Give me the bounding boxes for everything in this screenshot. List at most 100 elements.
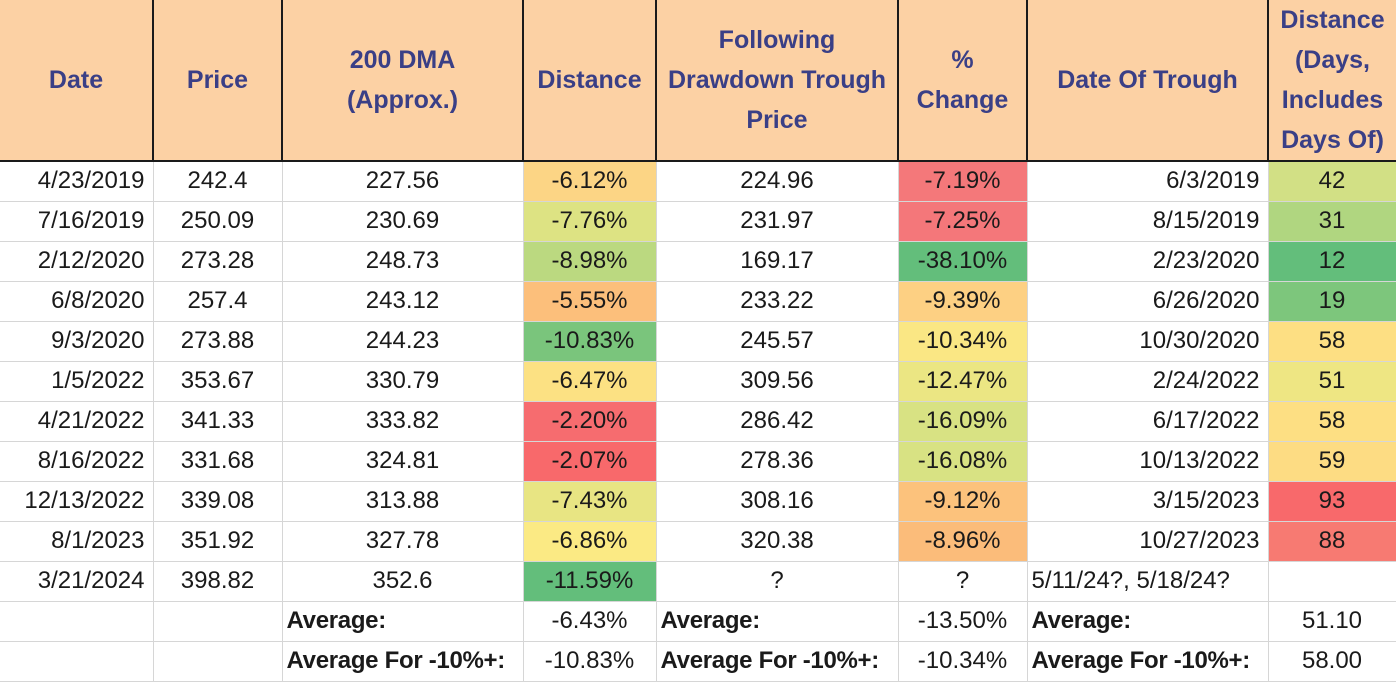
cell-date[interactable]: 12/13/2022 [0,481,153,521]
cell-pct-change[interactable]: -12.47% [898,361,1027,401]
cell-days[interactable]: 42 [1268,161,1396,201]
average-label[interactable]: Average: [656,601,898,641]
header-price[interactable]: Price [153,0,282,161]
header-date[interactable]: Date [0,0,153,161]
header-distance[interactable]: Distance [523,0,656,161]
cell-price[interactable]: 331.68 [153,441,282,481]
cell-dma[interactable]: 230.69 [282,201,523,241]
cell-date[interactable]: 9/3/2020 [0,321,153,361]
average-10-label[interactable]: Average For -10%+: [656,641,898,681]
cell-trough-date[interactable]: 6/3/2019 [1027,161,1268,201]
cell-trough-price[interactable]: 278.36 [656,441,898,481]
cell-dma[interactable]: 244.23 [282,321,523,361]
cell-trough-date[interactable]: 5/11/24?, 5/18/24? [1027,561,1268,601]
average-10-distance[interactable]: -10.83% [523,641,656,681]
cell-trough-date[interactable]: 2/23/2020 [1027,241,1268,281]
cell-trough-date[interactable]: 3/15/2023 [1027,481,1268,521]
cell-pct-change[interactable]: -8.96% [898,521,1027,561]
cell-trough-price[interactable]: 309.56 [656,361,898,401]
cell-pct-change[interactable]: -7.25% [898,201,1027,241]
cell-distance[interactable]: -6.86% [523,521,656,561]
cell-price[interactable]: 339.08 [153,481,282,521]
header-dma[interactable]: 200 DMA (Approx.) [282,0,523,161]
cell-pct-change[interactable]: -16.09% [898,401,1027,441]
cell-empty[interactable] [0,641,153,681]
cell-date[interactable]: 1/5/2022 [0,361,153,401]
cell-dma[interactable]: 333.82 [282,401,523,441]
cell-pct-change[interactable]: -9.39% [898,281,1027,321]
cell-days[interactable] [1268,561,1396,601]
cell-trough-date[interactable]: 10/13/2022 [1027,441,1268,481]
cell-distance[interactable]: -2.07% [523,441,656,481]
cell-distance[interactable]: -7.43% [523,481,656,521]
cell-pct-change[interactable]: -38.10% [898,241,1027,281]
cell-price[interactable]: 250.09 [153,201,282,241]
cell-date[interactable]: 7/16/2019 [0,201,153,241]
cell-date[interactable]: 3/21/2024 [0,561,153,601]
cell-days[interactable]: 93 [1268,481,1396,521]
cell-dma[interactable]: 248.73 [282,241,523,281]
header-trough-date[interactable]: Date Of Trough [1027,0,1268,161]
cell-date[interactable]: 8/1/2023 [0,521,153,561]
cell-trough-date[interactable]: 10/27/2023 [1027,521,1268,561]
header-trough-price[interactable]: Following Drawdown Trough Price [656,0,898,161]
cell-price[interactable]: 398.82 [153,561,282,601]
cell-trough-price[interactable]: 169.17 [656,241,898,281]
cell-trough-price[interactable]: 308.16 [656,481,898,521]
cell-dma[interactable]: 352.6 [282,561,523,601]
average-distance[interactable]: -6.43% [523,601,656,641]
average-10-pct-change[interactable]: -10.34% [898,641,1027,681]
cell-pct-change[interactable]: -10.34% [898,321,1027,361]
average-10-days[interactable]: 58.00 [1268,641,1396,681]
cell-distance[interactable]: -7.76% [523,201,656,241]
cell-trough-price[interactable]: 286.42 [656,401,898,441]
cell-distance[interactable]: -8.98% [523,241,656,281]
cell-dma[interactable]: 324.81 [282,441,523,481]
cell-pct-change[interactable]: -9.12% [898,481,1027,521]
cell-distance[interactable]: -2.20% [523,401,656,441]
cell-trough-price[interactable]: ? [656,561,898,601]
cell-dma[interactable]: 313.88 [282,481,523,521]
cell-date[interactable]: 6/8/2020 [0,281,153,321]
cell-days[interactable]: 58 [1268,401,1396,441]
cell-days[interactable]: 12 [1268,241,1396,281]
cell-days[interactable]: 58 [1268,321,1396,361]
average-10-label[interactable]: Average For -10%+: [282,641,523,681]
cell-price[interactable]: 351.92 [153,521,282,561]
cell-days[interactable]: 19 [1268,281,1396,321]
cell-dma[interactable]: 330.79 [282,361,523,401]
average-pct-change[interactable]: -13.50% [898,601,1027,641]
average-label[interactable]: Average: [282,601,523,641]
cell-empty[interactable] [153,601,282,641]
cell-trough-date[interactable]: 6/17/2022 [1027,401,1268,441]
cell-empty[interactable] [153,641,282,681]
cell-days[interactable]: 88 [1268,521,1396,561]
cell-trough-price[interactable]: 224.96 [656,161,898,201]
cell-trough-date[interactable]: 8/15/2019 [1027,201,1268,241]
cell-price[interactable]: 341.33 [153,401,282,441]
cell-date[interactable]: 4/23/2019 [0,161,153,201]
cell-trough-price[interactable]: 320.38 [656,521,898,561]
average-label[interactable]: Average: [1027,601,1268,641]
cell-days[interactable]: 31 [1268,201,1396,241]
cell-dma[interactable]: 327.78 [282,521,523,561]
average-days[interactable]: 51.10 [1268,601,1396,641]
cell-pct-change[interactable]: -16.08% [898,441,1027,481]
cell-days[interactable]: 59 [1268,441,1396,481]
cell-distance[interactable]: -6.12% [523,161,656,201]
cell-price[interactable]: 273.88 [153,321,282,361]
cell-trough-date[interactable]: 2/24/2022 [1027,361,1268,401]
cell-distance[interactable]: -5.55% [523,281,656,321]
cell-distance[interactable]: -6.47% [523,361,656,401]
cell-distance[interactable]: -10.83% [523,321,656,361]
cell-dma[interactable]: 227.56 [282,161,523,201]
cell-price[interactable]: 273.28 [153,241,282,281]
cell-price[interactable]: 257.4 [153,281,282,321]
cell-dma[interactable]: 243.12 [282,281,523,321]
cell-trough-price[interactable]: 231.97 [656,201,898,241]
cell-days[interactable]: 51 [1268,361,1396,401]
cell-date[interactable]: 4/21/2022 [0,401,153,441]
cell-distance[interactable]: -11.59% [523,561,656,601]
cell-pct-change[interactable]: -7.19% [898,161,1027,201]
cell-trough-price[interactable]: 245.57 [656,321,898,361]
